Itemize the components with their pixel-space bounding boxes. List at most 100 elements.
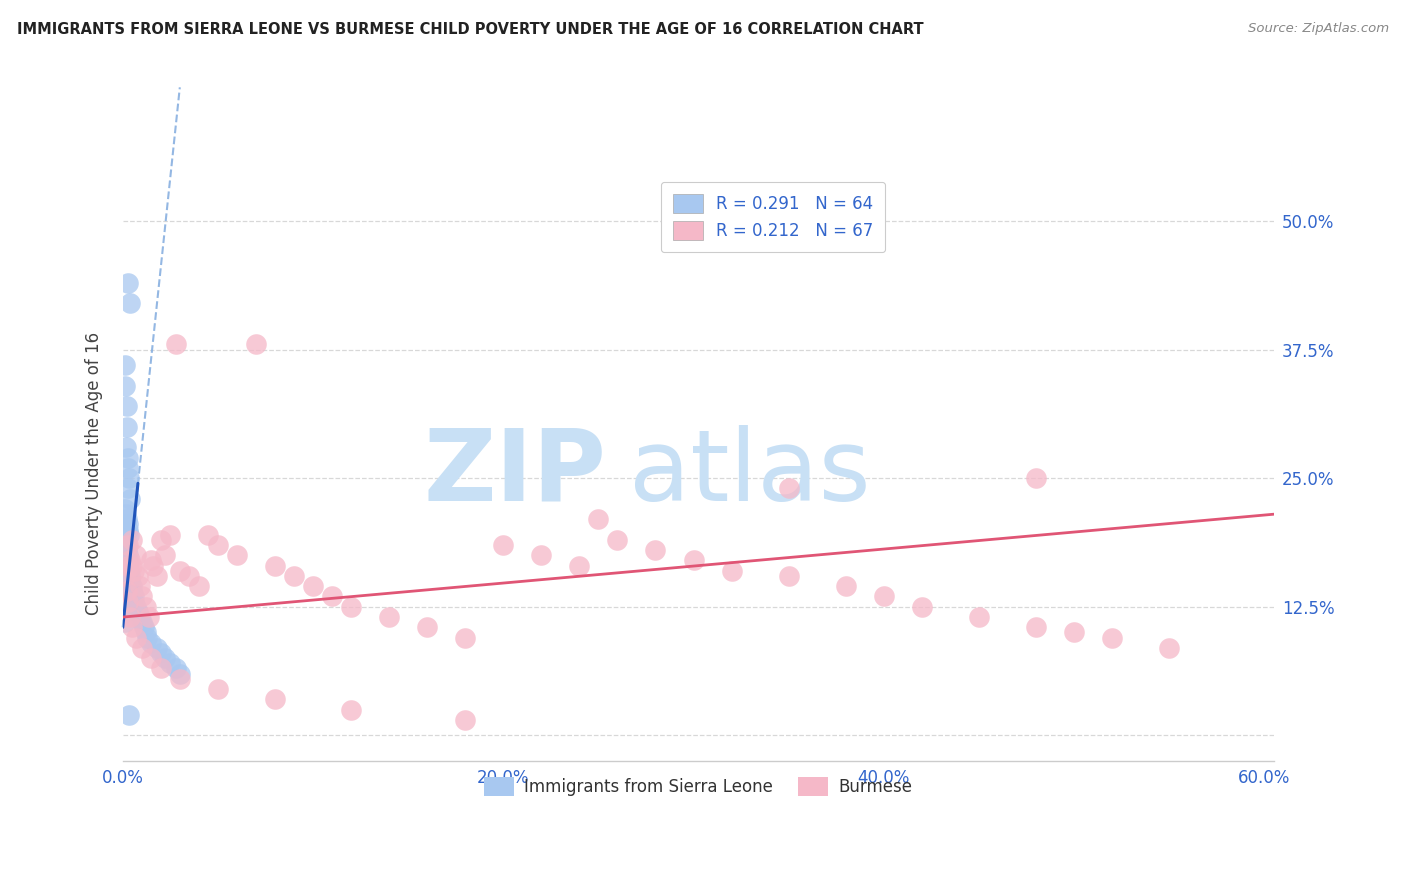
Point	[120, 491, 142, 506]
Point	[165, 661, 187, 675]
Point	[416, 620, 439, 634]
Point	[454, 631, 477, 645]
Point	[141, 636, 163, 650]
Point	[165, 337, 187, 351]
Point	[264, 558, 287, 573]
Point	[264, 692, 287, 706]
Point	[149, 533, 172, 547]
Point	[302, 579, 325, 593]
Point	[778, 482, 800, 496]
Point	[1101, 631, 1123, 645]
Point	[120, 553, 142, 567]
Point	[114, 605, 136, 619]
Point	[135, 599, 157, 614]
Point	[117, 538, 139, 552]
Point	[197, 528, 219, 542]
Point	[121, 620, 143, 634]
Point	[117, 461, 139, 475]
Point	[115, 553, 138, 567]
Point	[169, 672, 191, 686]
Point	[132, 620, 155, 634]
Point	[114, 528, 136, 542]
Point	[118, 707, 141, 722]
Point	[114, 615, 136, 630]
Point	[245, 337, 267, 351]
Point	[118, 528, 141, 542]
Point	[115, 419, 138, 434]
Point	[169, 666, 191, 681]
Point	[117, 594, 139, 608]
Point	[225, 549, 247, 563]
Point	[169, 564, 191, 578]
Point	[911, 599, 934, 614]
Text: Source: ZipAtlas.com: Source: ZipAtlas.com	[1249, 22, 1389, 36]
Point	[117, 450, 139, 465]
Text: ZIP: ZIP	[423, 425, 606, 522]
Point	[141, 553, 163, 567]
Point	[114, 533, 136, 547]
Point	[125, 549, 148, 563]
Point	[1063, 625, 1085, 640]
Point	[207, 538, 229, 552]
Point	[141, 651, 163, 665]
Point	[138, 610, 160, 624]
Point	[644, 543, 666, 558]
Point	[187, 579, 209, 593]
Point	[114, 528, 136, 542]
Point	[115, 569, 138, 583]
Point	[121, 558, 143, 573]
Point	[114, 358, 136, 372]
Point	[114, 574, 136, 588]
Point	[131, 590, 153, 604]
Point	[120, 296, 142, 310]
Point	[340, 703, 363, 717]
Point	[120, 610, 142, 624]
Point	[112, 564, 135, 578]
Point	[146, 569, 169, 583]
Point	[378, 610, 401, 624]
Point	[454, 713, 477, 727]
Point	[606, 533, 628, 547]
Point	[1025, 620, 1047, 634]
Point	[146, 640, 169, 655]
Point	[1025, 471, 1047, 485]
Point	[127, 569, 149, 583]
Point	[153, 651, 176, 665]
Point	[149, 646, 172, 660]
Point	[967, 610, 990, 624]
Point	[122, 594, 145, 608]
Point	[125, 599, 148, 614]
Point	[120, 579, 142, 593]
Point	[283, 569, 305, 583]
Point	[125, 631, 148, 645]
Point	[115, 594, 138, 608]
Point	[873, 590, 896, 604]
Point	[121, 579, 143, 593]
Point	[117, 553, 139, 567]
Point	[128, 579, 150, 593]
Point	[122, 564, 145, 578]
Legend: Immigrants from Sierra Leone, Burmese: Immigrants from Sierra Leone, Burmese	[477, 769, 921, 805]
Point	[114, 378, 136, 392]
Point	[112, 558, 135, 573]
Point	[112, 538, 135, 552]
Point	[321, 590, 343, 604]
Point	[122, 590, 145, 604]
Point	[115, 512, 138, 526]
Point	[1159, 640, 1181, 655]
Point	[117, 558, 139, 573]
Point	[114, 543, 136, 558]
Point	[136, 631, 159, 645]
Point	[720, 564, 742, 578]
Text: IMMIGRANTS FROM SIERRA LEONE VS BURMESE CHILD POVERTY UNDER THE AGE OF 16 CORREL: IMMIGRANTS FROM SIERRA LEONE VS BURMESE …	[17, 22, 924, 37]
Point	[114, 533, 136, 547]
Point	[207, 682, 229, 697]
Text: atlas: atlas	[630, 425, 870, 522]
Point	[682, 553, 704, 567]
Point	[149, 661, 172, 675]
Point	[127, 605, 149, 619]
Point	[114, 502, 136, 516]
Point	[568, 558, 591, 573]
Point	[120, 574, 142, 588]
Y-axis label: Child Poverty Under the Age of 16: Child Poverty Under the Age of 16	[86, 332, 103, 615]
